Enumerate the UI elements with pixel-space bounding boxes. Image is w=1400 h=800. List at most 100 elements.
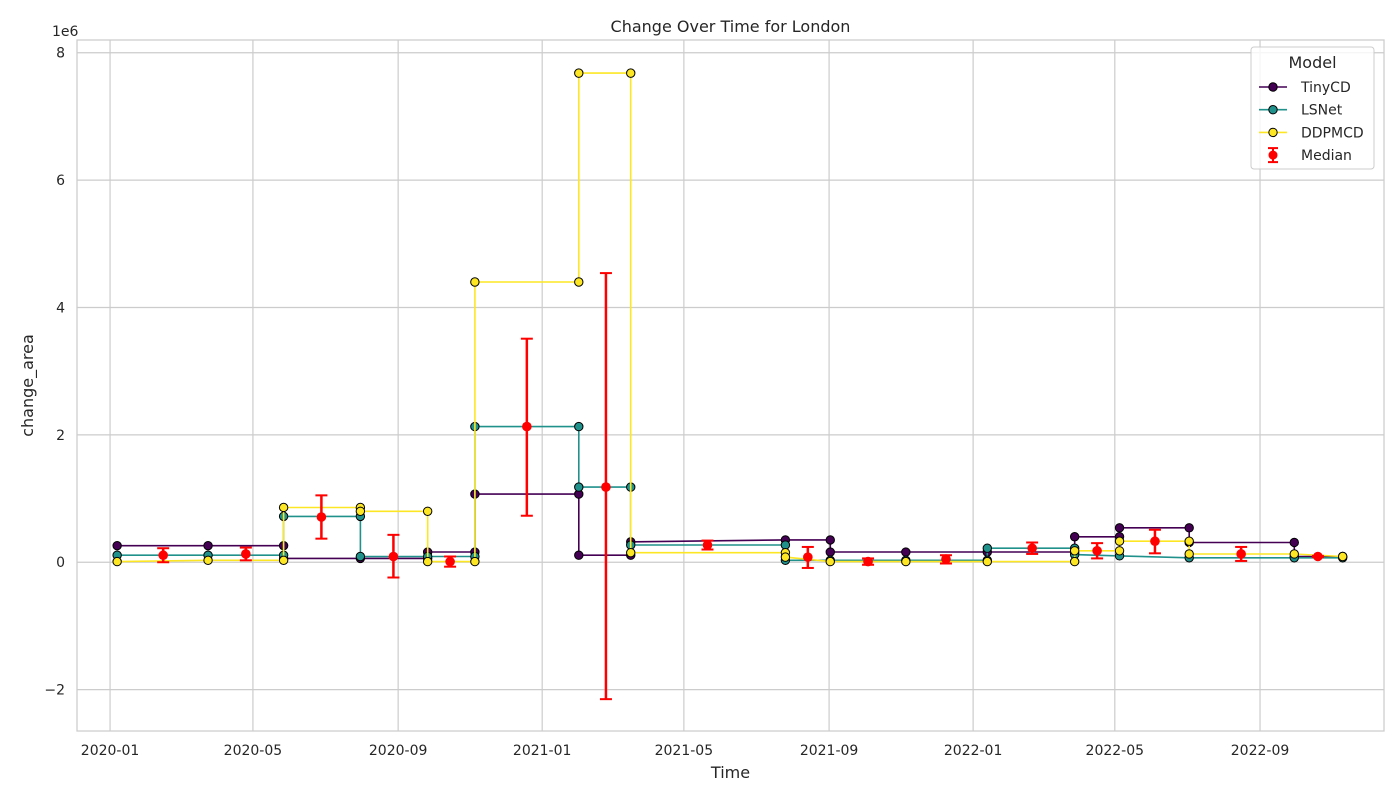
data-point-ddpmcd (574, 277, 584, 287)
median-point (702, 540, 713, 550)
median-errorbar (387, 533, 400, 579)
y-tick-labels: −2 0 2 4 6 8 (44, 46, 65, 699)
median-errorbar (701, 539, 714, 551)
plot-area (76, 39, 1385, 732)
y-axis-label: change_area (18, 334, 38, 437)
median-errorbar (444, 555, 457, 568)
median-errorbar (801, 545, 814, 569)
y-tick-label: −2 (44, 683, 65, 699)
chart-title: Change Over Time for London (611, 17, 851, 36)
data-point-tinycd (1069, 532, 1080, 542)
median-point (1027, 543, 1037, 554)
median-point (863, 556, 873, 567)
median-errorbar (1091, 542, 1104, 560)
x-tick-label: 2021-09 (800, 743, 859, 759)
median-point (803, 552, 813, 562)
legend-swatch-marker (1268, 150, 1278, 160)
x-tick-label: 2022-01 (944, 743, 1003, 759)
y-tick-label: 2 (56, 428, 65, 444)
data-point-ddpmcd (1337, 551, 1348, 562)
legend-item-ddpmcd: DDPMCD (1259, 125, 1364, 141)
legend-title: Model (1288, 53, 1336, 72)
legend-swatch-marker (1268, 105, 1278, 115)
median-point (158, 550, 168, 561)
x-tick-label: 2021-01 (513, 743, 572, 759)
median-point (316, 512, 327, 522)
data-point-ddpmcd (1114, 546, 1125, 556)
median-point (1313, 551, 1323, 562)
y-tick-label: 4 (56, 300, 65, 316)
data-point-ddpmcd (112, 556, 122, 567)
series-ddpmcd (112, 68, 1348, 567)
data-point-ddpmcd (1289, 549, 1299, 559)
data-point-ddpmcd (626, 547, 636, 558)
y-offset-label: 1e6 (52, 24, 79, 40)
y-tick-label: 0 (56, 555, 65, 571)
median-errorbar (862, 556, 875, 567)
legend-label: DDPMCD (1301, 125, 1364, 141)
x-tick-label: 2020-01 (81, 743, 140, 759)
data-point-ddpmcd (780, 552, 791, 562)
legend-item-tinycd: TinyCD (1259, 80, 1351, 96)
legend-items: TinyCD LSNet DDPMCD Median (1259, 80, 1364, 164)
x-tick-label: 2020-09 (369, 743, 428, 759)
data-point-lsnet (982, 543, 992, 553)
data-point-ddpmcd (1184, 549, 1194, 559)
median-point (241, 549, 251, 559)
legend-label: Median (1301, 148, 1352, 164)
median-errorbar (315, 494, 328, 540)
data-point-ddpmcd (278, 555, 289, 566)
median-point (1092, 545, 1102, 556)
data-point-lsnet (780, 540, 791, 550)
x-tick-label: 2022-05 (1086, 743, 1145, 759)
data-point-ddpmcd (422, 506, 433, 516)
median-point (1236, 549, 1246, 559)
legend-item-lsnet: LSNet (1259, 103, 1343, 119)
data-point-tinycd (825, 535, 835, 545)
data-point-tinycd (825, 547, 835, 557)
data-point-tinycd (1114, 523, 1125, 533)
data-point-lsnet (355, 551, 366, 562)
data-point-ddpmcd (422, 556, 433, 567)
legend-label: LSNet (1301, 103, 1343, 119)
x-tick-labels: 2020-01 2020-05 2020-09 2021-01 2021-05 2021-… (81, 743, 1289, 759)
data-point-ddpmcd (626, 68, 636, 78)
grid (77, 40, 1384, 731)
data-point-ddpmcd (203, 555, 213, 566)
data-point-ddpmcd (470, 556, 480, 567)
legend-swatch-marker (1268, 82, 1278, 92)
data-point-ddpmcd (1069, 546, 1080, 556)
series-layer (112, 68, 1348, 567)
y-tick-label: 6 (56, 173, 65, 189)
data-point-tinycd (1289, 537, 1299, 548)
data-point-ddpmcd (574, 68, 584, 78)
x-tick-label: 2021-05 (655, 743, 714, 759)
data-point-tinycd (112, 540, 122, 551)
data-point-tinycd (901, 547, 911, 557)
median-errorbar (1026, 541, 1039, 555)
median-point (388, 551, 399, 562)
x-tick-label: 2022-09 (1231, 743, 1290, 759)
data-point-ddpmcd (901, 556, 911, 567)
data-point-ddpmcd (1184, 536, 1194, 546)
legend-box (1250, 46, 1375, 170)
data-point-ddpmcd (1069, 556, 1080, 567)
data-point-lsnet (574, 421, 584, 432)
data-point-lsnet (574, 482, 584, 492)
median-layer (157, 272, 1324, 701)
median-errorbar (157, 547, 170, 564)
x-tick-label: 2020-05 (224, 743, 283, 759)
median-point (601, 482, 611, 492)
legend: Model TinyCD LSNet DDPMCD Median (1250, 46, 1375, 170)
median-errorbar (239, 546, 252, 562)
data-point-ddpmcd (1114, 536, 1125, 546)
median-errorbar (1148, 528, 1161, 555)
data-point-ddpmcd (982, 556, 992, 567)
legend-swatch-marker (1268, 127, 1278, 138)
data-point-tinycd (203, 540, 213, 551)
median-errorbar (599, 272, 612, 701)
median-point (445, 556, 455, 567)
data-point-ddpmcd (825, 556, 835, 567)
data-point-ddpmcd (278, 502, 289, 513)
